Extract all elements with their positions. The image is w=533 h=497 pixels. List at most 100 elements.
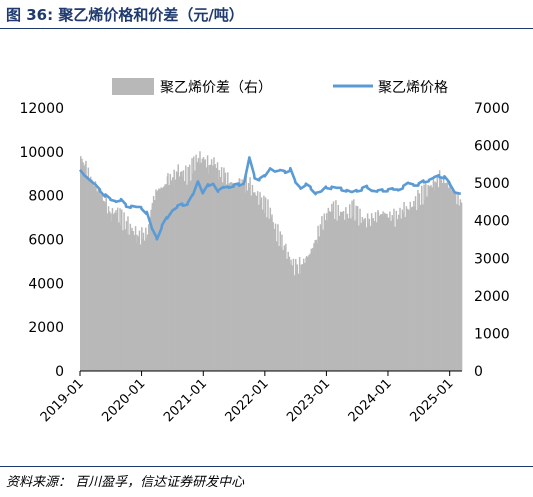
spread-bar [356, 206, 359, 371]
spread-bar [187, 181, 190, 371]
spread-bar [301, 264, 304, 371]
spread-bar [146, 234, 149, 371]
spread-bar [380, 214, 382, 371]
spread-bar [102, 200, 105, 371]
spread-bar [173, 169, 175, 371]
spread-bar [353, 199, 355, 371]
legend: 聚乙烯价差（右） 聚乙烯价格 [112, 78, 448, 96]
spread-bar [272, 222, 274, 371]
legend-swatch-spread [112, 78, 154, 95]
right-tick-label: 3000 [474, 251, 510, 267]
spread-bar [82, 162, 84, 371]
spread-bar [372, 218, 374, 371]
spread-bar [395, 210, 398, 371]
spread-bar [427, 185, 429, 371]
spread-bar [167, 173, 169, 371]
spread-bar [198, 163, 200, 371]
spread-bar [119, 208, 121, 371]
spread-bar [454, 191, 457, 371]
spread-bar [103, 201, 106, 371]
spread-bar [168, 185, 170, 371]
spread-bar [304, 262, 306, 371]
x-axis-ticks: 2019-01 2020-01 2021-01 2022-01 2023-01 2024-… [38, 371, 457, 425]
spread-bar [183, 181, 186, 371]
spread-bar [338, 215, 341, 371]
spread-bar [445, 182, 448, 371]
spread-bar [158, 188, 160, 371]
spread-bar [408, 215, 410, 371]
spread-bar [159, 188, 161, 371]
spread-bar [452, 191, 454, 371]
spread-bar [440, 179, 443, 371]
spread-bar [143, 240, 146, 371]
spread-bar [213, 157, 215, 371]
title-divider [0, 28, 533, 29]
spread-bar [208, 165, 211, 371]
spread-bar [426, 196, 428, 371]
left-tick-label: 10000 [19, 145, 64, 161]
spread-bar [305, 256, 308, 371]
spread-bar [209, 164, 212, 371]
spread-bar [264, 197, 267, 371]
spread-bar [332, 201, 335, 371]
spread-bar [124, 229, 127, 371]
spread-bar [331, 211, 334, 371]
spread-bar [177, 164, 179, 371]
spread-bar [345, 207, 347, 371]
spread-bar [178, 176, 181, 371]
spread-bar [85, 160, 87, 371]
spread-bar [172, 184, 174, 371]
spread-bar [358, 225, 360, 371]
spread-bar [87, 167, 90, 371]
spread-bar [115, 213, 118, 371]
spread-bar [396, 219, 399, 371]
spread-bar [263, 195, 265, 371]
spread-bar [93, 185, 95, 371]
spread-bar [365, 227, 368, 371]
spread-bar [444, 183, 446, 371]
spread-bar [242, 183, 245, 371]
spread-bar [249, 177, 251, 371]
spread-bar [101, 191, 103, 371]
spread-bar [343, 219, 346, 371]
spread-bar [436, 176, 439, 371]
spread-bar [231, 182, 233, 371]
spread-bar [215, 167, 218, 371]
spread-bar [446, 181, 449, 371]
spread-bar [373, 220, 376, 371]
left-tick-label: 0 [55, 364, 64, 380]
spread-bar [422, 204, 424, 371]
spread-bar [218, 170, 220, 371]
spread-bar [152, 196, 155, 371]
spread-bar [145, 227, 147, 371]
spread-bar [220, 167, 223, 371]
spread-bar [258, 204, 260, 371]
spread-bar [375, 222, 378, 371]
source-note: 资料来源： 百川盈孚，信达证券研发中心 [6, 475, 245, 490]
spread-bar [97, 187, 100, 371]
spread-bar [314, 240, 316, 371]
spread-bar [134, 226, 137, 371]
spread-bar [280, 247, 282, 371]
left-tick-label: 2000 [28, 320, 64, 336]
spread-bar [109, 211, 111, 371]
spread-bar [250, 195, 253, 371]
spread-bar [312, 247, 314, 371]
spread-bar [100, 196, 102, 371]
spread-bar [160, 187, 162, 371]
spread-bar [222, 182, 224, 371]
spread-bar [409, 201, 412, 371]
x-tick-label: 2025-01 [407, 376, 456, 425]
spread-bar [155, 189, 157, 371]
spread-bar [394, 226, 396, 371]
spread-bar [300, 264, 303, 371]
spread-bar [260, 197, 263, 371]
right-tick-label: 4000 [474, 214, 510, 230]
spread-bar [182, 170, 185, 371]
spread-bar [414, 196, 417, 371]
spread-bar [163, 186, 165, 371]
spread-bar [288, 256, 291, 371]
spread-bar [170, 180, 173, 371]
spread-bar [317, 225, 319, 371]
spread-bar [137, 236, 140, 371]
